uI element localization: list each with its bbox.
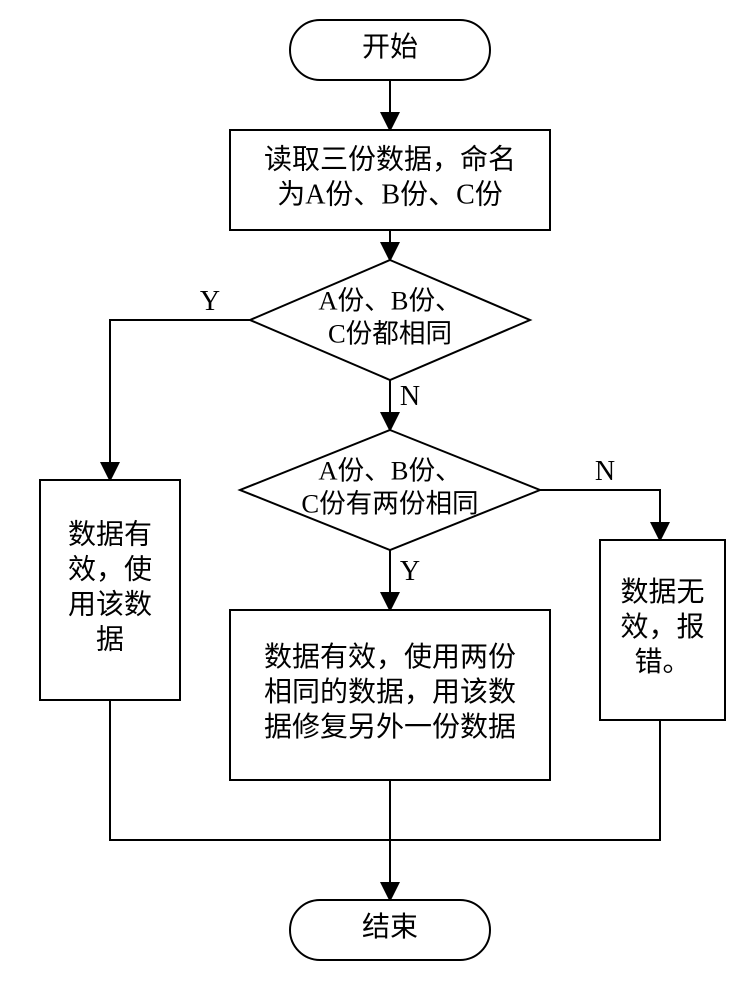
svg-text:开始: 开始 xyxy=(362,31,418,63)
edge-label: N xyxy=(400,381,420,412)
node-read: 读取三份数据，命名为A份、B份、C份 xyxy=(230,130,550,230)
edge xyxy=(540,490,660,540)
edge xyxy=(110,320,250,480)
node-d1: A份、B份、C份都相同 xyxy=(250,260,530,380)
svg-text:结束: 结束 xyxy=(362,911,418,943)
svg-text:数据有效，使用两份相同的数据，用该数据修复另外一份数据: 数据有效，使用两份相同的数据，用该数据修复另外一份数据 xyxy=(264,641,516,743)
node-repair: 数据有效，使用两份相同的数据，用该数据修复另外一份数据 xyxy=(230,610,550,780)
node-end: 结束 xyxy=(290,900,490,960)
node-start: 开始 xyxy=(290,20,490,80)
flowchart-canvas: Y N Y N 开始读取三份数据，命名为A份、B份、C份 A份、B份、C份都相同 A份、B份… xyxy=(0,0,754,1000)
node-valid: 数据有效，使用该数据 xyxy=(40,480,180,700)
edge-label: Y xyxy=(400,556,420,587)
node-invalid: 数据无效，报错。 xyxy=(600,540,725,720)
edge-label: Y xyxy=(200,286,220,317)
node-d2: A份、B份、C份有两份相同 xyxy=(240,430,540,550)
edge-label: N xyxy=(595,456,615,487)
